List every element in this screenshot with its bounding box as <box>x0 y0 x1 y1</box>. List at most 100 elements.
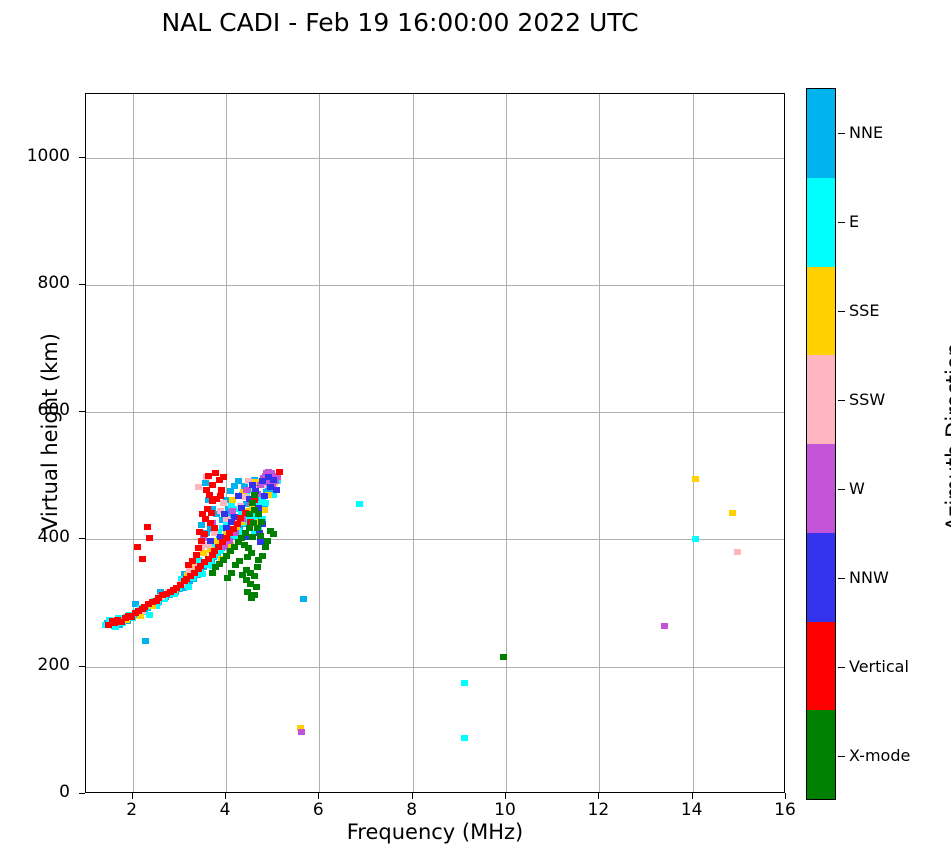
data-point <box>246 569 254 576</box>
data-point <box>212 470 220 477</box>
data-point <box>222 516 230 523</box>
data-point <box>249 519 257 526</box>
colorbar-segment-nne <box>807 89 835 178</box>
page-title: NAL CADI - Feb 19 16:00:00 2022 UTC <box>161 8 639 37</box>
data-point <box>245 525 253 531</box>
data-point <box>210 541 218 548</box>
data-point <box>297 724 305 731</box>
data-point <box>238 504 246 511</box>
data-point <box>243 500 251 507</box>
data-point <box>173 584 181 591</box>
colorbar-segment-sse <box>807 266 835 356</box>
data-point <box>500 654 508 661</box>
data-point <box>239 572 247 579</box>
gridline-vertical <box>506 94 507 792</box>
data-point <box>355 500 363 507</box>
data-point <box>134 607 142 614</box>
y-axis-tick <box>79 411 85 413</box>
data-point <box>258 553 266 559</box>
data-point <box>272 486 280 493</box>
plot-axes <box>85 93 785 793</box>
y-axis-tick <box>79 156 85 158</box>
data-point <box>255 556 263 563</box>
y-axis-tick-label: 1000 <box>26 145 70 166</box>
data-point <box>241 541 249 548</box>
colorbar-label-nnw: NNW <box>849 567 889 587</box>
colorbar-label-vertical: Vertical <box>849 656 909 676</box>
data-point <box>188 558 196 565</box>
data-point <box>251 491 259 498</box>
data-point <box>194 556 202 563</box>
data-point <box>195 545 203 552</box>
data-point <box>215 528 223 535</box>
data-point <box>219 556 227 563</box>
data-point <box>228 518 236 525</box>
x-axis-tick-label: 8 <box>406 800 418 820</box>
data-point <box>186 568 194 575</box>
data-point <box>299 595 307 602</box>
data-point <box>155 595 163 601</box>
x-axis-tick <box>785 793 786 799</box>
colorbar-segment-w <box>807 444 835 533</box>
data-point <box>209 498 217 505</box>
data-point <box>273 474 281 481</box>
data-point <box>223 553 231 559</box>
data-point <box>228 503 236 510</box>
data-point <box>220 511 228 517</box>
data-point <box>222 531 230 538</box>
data-point <box>216 493 224 500</box>
data-point <box>219 474 227 481</box>
data-point <box>244 477 252 484</box>
data-point <box>252 488 260 495</box>
data-point <box>252 479 260 486</box>
x-axis-tick <box>691 793 693 799</box>
data-point <box>171 591 179 598</box>
data-point <box>139 555 147 562</box>
data-point <box>248 499 256 506</box>
data-point <box>204 555 212 562</box>
data-point <box>243 588 251 595</box>
data-point <box>201 516 209 523</box>
colorbar-segment-vertical <box>807 621 835 711</box>
data-point <box>215 476 223 483</box>
data-point <box>255 500 263 507</box>
data-point <box>199 570 207 577</box>
colorbar-label-e: E <box>849 211 860 231</box>
data-point <box>243 554 251 561</box>
x-axis-tick <box>318 793 320 799</box>
data-point <box>217 486 225 493</box>
data-point <box>206 519 214 526</box>
gridline-vertical <box>226 94 227 792</box>
gridline-vertical <box>599 94 601 792</box>
data-point <box>216 547 224 554</box>
colorbar-tick <box>838 577 845 579</box>
data-point <box>243 577 251 584</box>
data-point <box>260 507 268 514</box>
data-point <box>226 537 234 544</box>
data-point <box>233 521 241 528</box>
data-point <box>733 548 741 555</box>
data-point <box>111 620 119 627</box>
data-point <box>258 477 266 484</box>
data-point <box>219 499 227 506</box>
data-point <box>215 544 223 551</box>
gridline-horizontal <box>86 284 784 286</box>
data-point <box>257 532 265 539</box>
data-point <box>460 735 468 741</box>
y-axis-tick <box>79 665 85 667</box>
data-point <box>208 569 216 576</box>
colorbar-label-x-mode: X-mode <box>849 745 911 765</box>
data-point <box>201 559 209 566</box>
data-point <box>260 503 268 510</box>
data-point <box>254 525 262 531</box>
data-point <box>145 601 153 608</box>
data-point <box>275 469 283 475</box>
data-point <box>238 535 246 542</box>
x-axis-tick-label: 16 <box>774 800 796 820</box>
data-point <box>270 491 278 498</box>
data-point <box>247 550 255 557</box>
data-point <box>218 525 226 531</box>
data-point <box>211 530 219 537</box>
data-point <box>242 494 250 501</box>
data-point <box>207 509 215 516</box>
